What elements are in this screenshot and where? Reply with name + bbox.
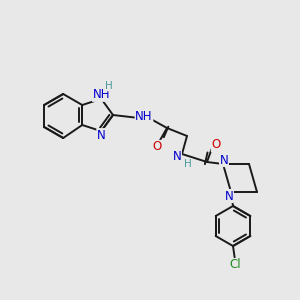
- Text: N: N: [172, 149, 182, 163]
- Text: N: N: [97, 129, 106, 142]
- Text: NH: NH: [135, 110, 153, 122]
- Text: N: N: [220, 154, 228, 166]
- Text: N: N: [225, 190, 233, 202]
- Text: O: O: [212, 139, 220, 152]
- Text: NH: NH: [92, 88, 110, 101]
- Text: O: O: [152, 140, 162, 154]
- Text: H: H: [105, 81, 113, 91]
- Text: H: H: [184, 159, 192, 169]
- Text: Cl: Cl: [229, 259, 241, 272]
